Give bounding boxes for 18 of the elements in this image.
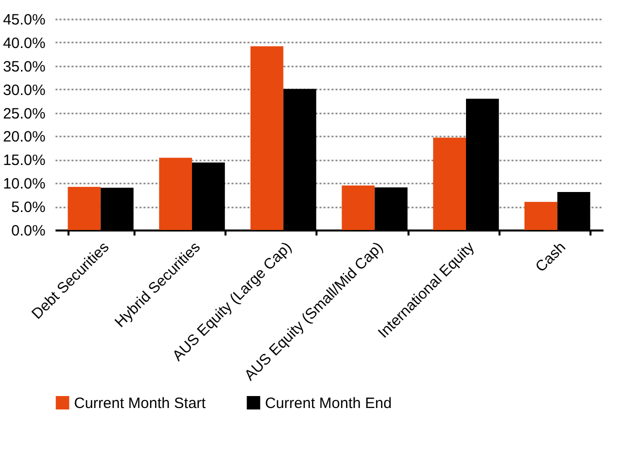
- bar: [159, 158, 192, 230]
- y-tick-label: 0.0%: [11, 222, 46, 240]
- y-tick-label: 40.0%: [2, 34, 46, 52]
- y-tick-label: 15.0%: [2, 152, 46, 170]
- y-tick-label: 20.0%: [2, 128, 46, 146]
- bar: [433, 138, 466, 230]
- legend-label: Current Month End: [265, 394, 392, 412]
- bar: [342, 185, 375, 230]
- y-tick-label: 45.0%: [2, 12, 46, 28]
- bar: [524, 202, 558, 230]
- y-tick-label: 10.0%: [2, 176, 46, 193]
- y-tick-label: 35.0%: [2, 58, 46, 76]
- y-tick-label: 30.0%: [2, 82, 46, 99]
- y-tick-label: 25.0%: [2, 105, 46, 122]
- legend-label: Current Month Start: [74, 394, 207, 412]
- y-tick-label: 5.0%: [11, 199, 46, 216]
- bar: [68, 186, 101, 230]
- bar: [250, 46, 284, 230]
